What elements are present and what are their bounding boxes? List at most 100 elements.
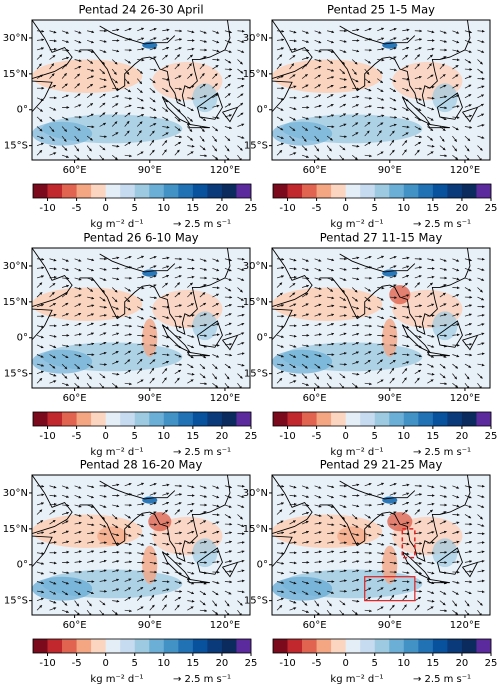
wind-vector (137, 265, 145, 269)
wind-vector (477, 313, 485, 317)
wind-vector (199, 334, 208, 338)
coastline (222, 106, 239, 123)
wind-vector (427, 151, 434, 156)
wind-vector (402, 46, 410, 51)
wind-vector (199, 363, 206, 370)
wind-vector (49, 258, 57, 262)
colorbar-label: kg m⁻² d⁻¹ (90, 674, 143, 685)
wind-vector (237, 49, 245, 53)
wind-vector (352, 95, 360, 99)
wind-vector (351, 68, 357, 75)
wind-vector (149, 116, 158, 119)
wind-vector (212, 312, 220, 317)
wind-vector (61, 268, 70, 271)
colorbar-tick-label: 25 (485, 658, 498, 669)
wind-vector (464, 277, 472, 281)
wind-vector (199, 95, 207, 99)
map-panel (272, 248, 490, 388)
wind-vector (187, 107, 194, 112)
wind-vector (112, 372, 120, 376)
vector-scale-label: → 2.5 m s⁻¹ (413, 447, 471, 458)
colorbar-tick-label: 20 (216, 203, 229, 214)
wind-vector (86, 287, 94, 292)
wind-vector (187, 363, 194, 369)
wind-vector (36, 29, 45, 33)
wind-vector (327, 313, 335, 317)
wind-vector (377, 151, 384, 156)
colorbar-swatch (236, 184, 252, 198)
wind-vector (301, 84, 309, 89)
wind-vector (212, 293, 220, 298)
colorbar-swatch (432, 184, 448, 198)
wind-vector (212, 135, 217, 142)
wind-vector (237, 84, 245, 89)
precip-anomaly (142, 545, 158, 584)
wind-vector (124, 120, 130, 127)
wind-vector (439, 303, 447, 307)
y-tick-label: 15°S (244, 596, 268, 607)
colorbar-frame (32, 411, 252, 427)
map-panel (272, 20, 490, 160)
colorbar-frame (272, 411, 492, 427)
wind-vector (212, 354, 220, 358)
wind-vector (301, 30, 309, 34)
wind-vector (339, 342, 347, 346)
wind-vector (49, 373, 57, 377)
wind-vector (439, 106, 448, 110)
colorbar-swatch (62, 639, 77, 653)
colorbar-swatch (418, 639, 434, 653)
wind-vector (61, 284, 70, 288)
colorbar-swatch (192, 412, 208, 426)
wind-vector (124, 342, 132, 346)
wind-vector (137, 87, 143, 94)
coastline (196, 92, 223, 120)
wind-vector (99, 85, 107, 89)
wind-vector (187, 282, 193, 288)
wind-vector (224, 135, 231, 142)
wind-vector (352, 361, 360, 365)
wind-vector (377, 47, 385, 51)
wind-vector (61, 154, 70, 158)
wind-vector (187, 335, 195, 338)
wind-vector (212, 323, 220, 327)
wind-vector (314, 268, 322, 272)
wind-vector (301, 74, 308, 79)
wind-vector (111, 68, 117, 75)
wind-vector (149, 107, 157, 111)
wind-vector (224, 373, 230, 380)
wind-vector (99, 78, 107, 82)
wind-vector (414, 87, 423, 91)
colorbar-swatch (302, 412, 317, 426)
colorbar-tick-label: -10 (39, 658, 55, 669)
wind-vector (427, 275, 435, 279)
wind-vector (452, 382, 459, 388)
colorbar-tick-label: 5 (132, 203, 138, 214)
wind-vector (99, 296, 106, 302)
colorbar-frame (32, 183, 252, 199)
wind-vector (137, 379, 144, 384)
panel-title: Pentad 29 21-25 May (320, 458, 443, 472)
wind-vector (464, 323, 472, 327)
wind-vector (376, 140, 383, 146)
wind-vector (477, 59, 483, 65)
wind-vector (162, 46, 170, 51)
wind-vector (327, 258, 335, 262)
y-tick-label: 15°S (4, 141, 28, 152)
colorbar-tick-label: 20 (216, 658, 229, 669)
wind-vector (389, 296, 398, 299)
wind-vector (49, 267, 57, 271)
wind-vector (364, 351, 372, 355)
wind-vector (112, 323, 120, 327)
wind-vector (477, 68, 484, 74)
wind-vector (162, 368, 168, 374)
coastline (272, 80, 293, 113)
wind-vector (187, 291, 193, 298)
colorbar-tick-label: 0 (342, 658, 348, 669)
wind-vector (199, 106, 208, 110)
wind-vector (439, 154, 448, 158)
wind-vector (61, 382, 70, 386)
wind-vector (36, 275, 45, 279)
wind-vector (149, 255, 157, 260)
wind-vector (87, 258, 95, 262)
wind-vector (377, 351, 385, 355)
